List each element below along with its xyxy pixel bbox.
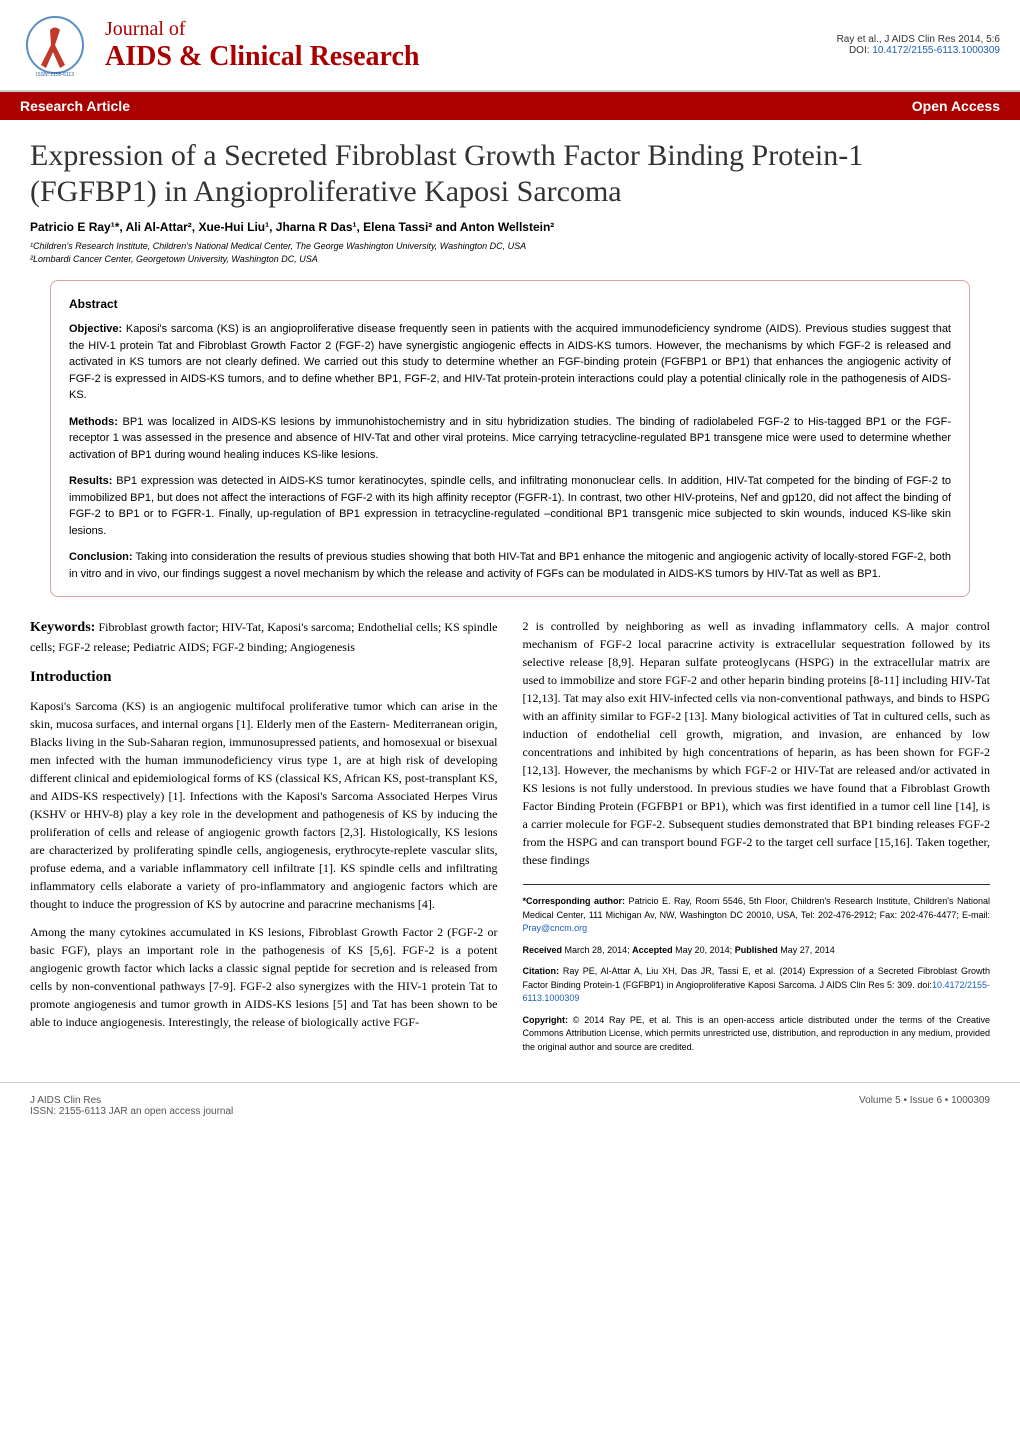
abstract-box: Abstract Objective: Kaposi's sarcoma (KS… xyxy=(50,280,970,597)
results-label: Results: xyxy=(69,475,112,487)
accepted-date: May 20, 2014; xyxy=(675,945,732,955)
keywords-para: Keywords: Fibroblast growth factor; HIV-… xyxy=(30,617,498,656)
corr-email[interactable]: Pray@cncm.org xyxy=(523,923,588,933)
citation-text: Ray et al., J AIDS Clin Res 2014, 5:6 xyxy=(837,34,1000,45)
journal-logo: ISSN: 2155-6113 xyxy=(20,10,90,80)
abstract-objective: Objective: Kaposi's sarcoma (KS) is an a… xyxy=(69,321,951,404)
received-date: March 28, 2014; xyxy=(565,945,630,955)
abstract-heading: Abstract xyxy=(69,295,951,313)
affiliations: ¹Children's Research Institute, Children… xyxy=(0,240,1020,280)
keywords-label: Keywords: xyxy=(30,620,95,635)
header-bar: ISSN: 2155-6113 Journal of AIDS & Clinic… xyxy=(0,0,1020,92)
published-date: May 27, 2014 xyxy=(780,945,835,955)
abstract-methods: Methods: BP1 was localized in AIDS-KS le… xyxy=(69,414,951,464)
body-para-2: Among the many cytokines accumulated in … xyxy=(30,923,498,1031)
citation-body: Ray PE, Al-Attar A, Liu XH, Das JR, Tass… xyxy=(523,966,990,990)
objective-text: Kaposi's sarcoma (KS) is an angioprolife… xyxy=(69,323,951,401)
doi-label: DOI: xyxy=(849,45,870,56)
accepted-label: Accepted xyxy=(632,945,673,955)
abstract-results: Results: BP1 expression was detected in … xyxy=(69,473,951,539)
keywords-text: Fibroblast growth factor; HIV-Tat, Kapos… xyxy=(30,620,498,654)
objective-label: Objective: xyxy=(69,323,122,335)
article-type: Research Article xyxy=(20,98,130,114)
methods-label: Methods: xyxy=(69,416,118,428)
copyright-body: © 2014 Ray PE, et al. This is an open-ac… xyxy=(523,1015,991,1052)
right-column: 2 is controlled by neighboring as well a… xyxy=(523,617,991,1062)
doi-link[interactable]: 10.4172/2155-6113.1000309 xyxy=(872,45,1000,56)
footer-journal-abbrev: J AIDS Clin Res xyxy=(30,1095,233,1106)
introduction-heading: Introduction xyxy=(30,666,498,689)
body-two-column: Keywords: Fibroblast growth factor; HIV-… xyxy=(0,617,1020,1082)
footer-issn: ISSN: 2155-6113 JAR an open access journ… xyxy=(30,1106,233,1117)
svg-text:ISSN: 2155-6113: ISSN: 2155-6113 xyxy=(36,72,74,78)
journal-name: Journal of AIDS & Clinical Research xyxy=(105,18,419,73)
footer-left: J AIDS Clin Res ISSN: 2155-6113 JAR an o… xyxy=(30,1095,233,1117)
correspondence-box: *Corresponding author: Patricio E. Ray, … xyxy=(523,884,991,1054)
corr-label: *Corresponding author: xyxy=(523,896,626,906)
header-citation: Ray et al., J AIDS Clin Res 2014, 5:6 DO… xyxy=(837,34,1000,56)
citation-line: Citation: Ray PE, Al-Attar A, Liu XH, Da… xyxy=(523,965,991,1006)
abstract-conclusion: Conclusion: Taking into consideration th… xyxy=(69,549,951,582)
dates-line: Received March 28, 2014; Accepted May 20… xyxy=(523,944,991,958)
page-footer: J AIDS Clin Res ISSN: 2155-6113 JAR an o… xyxy=(0,1082,1020,1129)
affiliation-2: ²Lombardi Cancer Center, Georgetown Univ… xyxy=(30,253,990,266)
conclusion-label: Conclusion: xyxy=(69,551,133,563)
affiliation-1: ¹Children's Research Institute, Children… xyxy=(30,240,990,253)
journal-name-line2: AIDS & Clinical Research xyxy=(105,41,419,73)
conclusion-text: Taking into consideration the results of… xyxy=(69,551,951,580)
corresponding-author: *Corresponding author: Patricio E. Ray, … xyxy=(523,895,991,936)
footer-right: Volume 5 • Issue 6 • 1000309 xyxy=(859,1095,990,1117)
received-label: Received xyxy=(523,945,563,955)
journal-name-line1: Journal of xyxy=(105,18,419,41)
published-label: Published xyxy=(735,945,778,955)
copyright-label: Copyright: xyxy=(523,1015,569,1025)
section-type-bar: Research Article Open Access xyxy=(0,92,1020,120)
results-text: BP1 expression was detected in AIDS-KS t… xyxy=(69,475,951,537)
open-access-label: Open Access xyxy=(912,98,1000,114)
body-para-1: Kaposi's Sarcoma (KS) is an angiogenic m… xyxy=(30,697,498,913)
left-column: Keywords: Fibroblast growth factor; HIV-… xyxy=(30,617,498,1062)
methods-text: BP1 was localized in AIDS-KS lesions by … xyxy=(69,416,951,461)
logo-title-group: ISSN: 2155-6113 Journal of AIDS & Clinic… xyxy=(20,10,419,80)
body-para-3: 2 is controlled by neighboring as well a… xyxy=(523,617,991,869)
article-title: Expression of a Secreted Fibroblast Grow… xyxy=(0,120,1020,220)
copyright-line: Copyright: © 2014 Ray PE, et al. This is… xyxy=(523,1014,991,1055)
authors-line: Patricio E Ray¹*, Ali Al-Attar², Xue-Hui… xyxy=(0,220,1020,240)
citation-label: Citation: xyxy=(523,966,560,976)
doi-line: DOI: 10.4172/2155-6113.1000309 xyxy=(837,45,1000,56)
